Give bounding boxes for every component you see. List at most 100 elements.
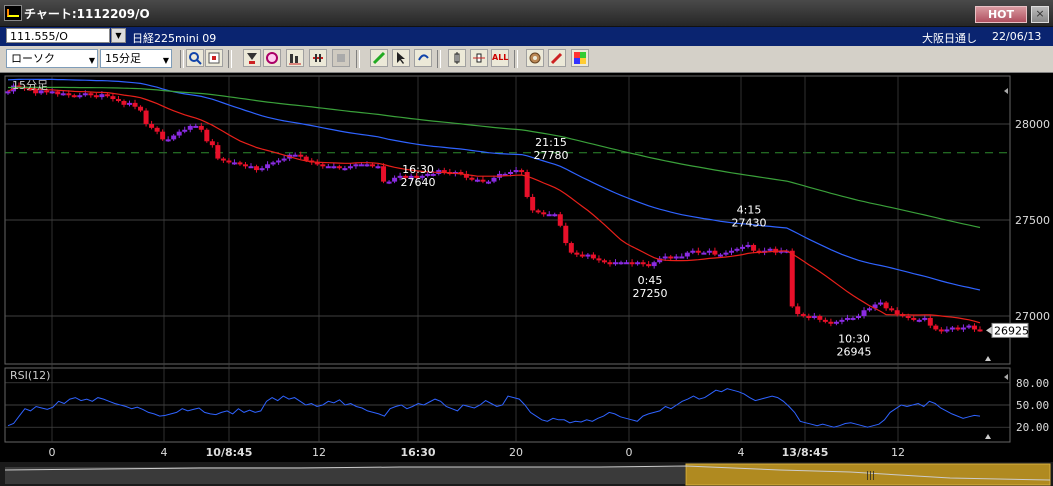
candle-body xyxy=(557,214,563,226)
candle-body xyxy=(933,325,939,330)
candle-body xyxy=(187,125,193,130)
chevron-down-icon: ▼ xyxy=(88,56,95,65)
time-tick-label: 4 xyxy=(738,446,745,459)
chart-title: 15分足 xyxy=(12,79,48,92)
candle-body xyxy=(237,162,243,165)
cursor-icon[interactable] xyxy=(392,49,410,67)
candle-body xyxy=(789,250,795,307)
candle-body xyxy=(430,173,436,176)
candle-body xyxy=(231,162,237,165)
annotation-price: 27780 xyxy=(534,149,569,162)
candle-body xyxy=(767,248,773,251)
symbol-dropdown-button[interactable]: ▼ xyxy=(111,28,126,43)
candle-body xyxy=(138,106,144,111)
candle-body xyxy=(419,175,425,178)
candle-body xyxy=(303,156,309,161)
candle-body xyxy=(690,250,696,253)
chevron-down-icon: ▼ xyxy=(162,56,169,65)
candle-body xyxy=(55,91,61,95)
candle-body xyxy=(806,316,812,318)
candle-body xyxy=(817,316,823,320)
current-price-value: 26925 xyxy=(994,324,1029,337)
candle-body xyxy=(397,175,403,178)
info-bar: 111.555/O ▼ 日経225mini 09 大阪日通し 22/06/13 xyxy=(0,27,1053,46)
candle-body xyxy=(839,319,845,322)
candle-body xyxy=(800,314,806,317)
brush-icon[interactable] xyxy=(548,49,566,67)
toolbar-separator xyxy=(514,50,518,68)
candle-body xyxy=(778,250,784,253)
close-button[interactable]: × xyxy=(1031,6,1049,23)
rsi-tick-label: 80.00 xyxy=(1016,377,1049,390)
candle-body xyxy=(938,329,944,332)
chart-type-select[interactable]: ローソク ▼ xyxy=(6,49,98,68)
candle-compare-icon[interactable] xyxy=(470,49,488,67)
candle-body xyxy=(966,325,972,328)
candle-body xyxy=(204,129,210,142)
bar-settings-icon[interactable] xyxy=(243,49,261,67)
candle-fit-icon[interactable] xyxy=(448,49,466,67)
candle-body xyxy=(375,166,381,169)
toolbar-separator xyxy=(180,50,184,68)
annotation-time: 4:15 xyxy=(737,203,762,216)
compare-icon[interactable] xyxy=(309,49,327,67)
candle-body xyxy=(259,168,265,171)
candle-body xyxy=(673,256,679,259)
annotation-price: 27430 xyxy=(732,216,767,229)
candle-body xyxy=(971,325,977,330)
candle-body xyxy=(668,256,674,259)
annotation-time: 10:30 xyxy=(838,333,870,346)
hot-button[interactable]: HOT xyxy=(975,6,1027,23)
candle-body xyxy=(535,210,541,213)
all-icon[interactable]: ALL xyxy=(491,49,509,67)
candle-body xyxy=(706,250,712,253)
candle-body xyxy=(281,158,287,161)
price-tick-label: 28000 xyxy=(1015,118,1050,131)
interval-select[interactable]: 15分足 ▼ xyxy=(100,49,172,68)
candle-body xyxy=(99,94,105,98)
disabled-icon xyxy=(332,49,350,67)
annotation-price: 27640 xyxy=(401,176,436,189)
chart-type-value: ローソク xyxy=(11,52,55,65)
candle-body xyxy=(16,85,22,88)
candle-body xyxy=(320,164,326,167)
candle-body xyxy=(71,95,77,98)
pencil-icon[interactable] xyxy=(370,49,388,67)
candle-body xyxy=(458,172,464,174)
candle-body xyxy=(922,317,928,320)
candle-body xyxy=(480,179,486,182)
time-tick-label: 10/8:45 xyxy=(206,446,253,459)
toolbar-separator xyxy=(228,50,232,68)
candle-body xyxy=(811,316,817,318)
candle-body xyxy=(684,252,690,257)
table-icon[interactable] xyxy=(286,49,304,67)
candle-body xyxy=(425,173,431,176)
candle-body xyxy=(889,308,895,311)
time-tick-label: 16:30 xyxy=(400,446,435,459)
candle-body xyxy=(220,158,226,161)
candle-body xyxy=(386,181,392,184)
moving-average-mid xyxy=(7,78,981,291)
candle-body xyxy=(149,124,155,128)
price-tick-label: 27000 xyxy=(1015,310,1050,323)
candle-body xyxy=(977,329,983,332)
candle-body xyxy=(657,258,663,263)
settings-icon[interactable] xyxy=(526,49,544,67)
candle-body xyxy=(27,88,33,91)
candle-body xyxy=(712,250,718,255)
candle-body xyxy=(883,302,889,309)
zoom-fit-icon[interactable] xyxy=(205,49,223,67)
candle-body xyxy=(552,214,558,217)
zoom-in-icon[interactable] xyxy=(186,49,204,67)
palette-icon[interactable] xyxy=(571,49,589,67)
candle-body xyxy=(154,127,160,132)
magnify-icon[interactable] xyxy=(263,49,281,67)
candle-body xyxy=(695,250,701,253)
rsi-label: RSI(12) xyxy=(10,369,50,382)
rsi-line xyxy=(7,388,981,428)
scroll-left-icon xyxy=(1004,374,1008,380)
undo-icon[interactable] xyxy=(414,49,432,67)
symbol-input[interactable]: 111.555/O xyxy=(6,28,110,43)
candle-body xyxy=(574,252,580,255)
